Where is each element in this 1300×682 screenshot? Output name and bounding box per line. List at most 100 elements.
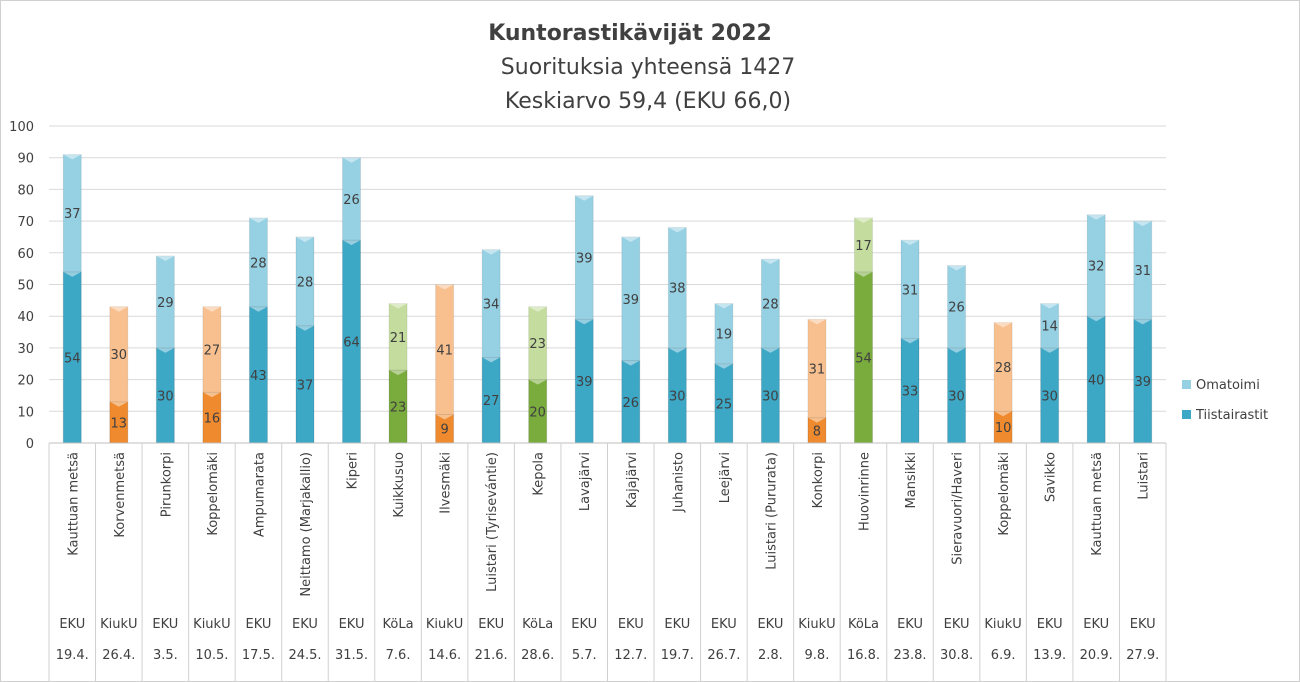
y-tick-label: 20 [17,374,34,389]
bar-omatoimi [528,306,548,381]
data-label: 40 [1088,374,1105,389]
bar-top-bevel [1040,303,1059,309]
data-label: 27 [483,394,500,409]
x-date-label: 23.8. [893,648,926,663]
y-tick-label: 60 [17,247,34,262]
x-club-label: KiukU [193,617,230,632]
data-label: 39 [576,375,593,390]
bar-omatoimi [760,258,780,349]
bar-top-bevel [575,195,594,201]
y-tick-label: 50 [17,279,34,294]
bar-top-bevel [947,265,966,271]
bar-top-bevel [109,306,128,312]
bar-top-bevel [389,303,408,309]
x-date-label: 12.7. [614,648,647,663]
data-label: 21 [390,331,407,346]
x-category-label: Huovinrinne [857,452,872,531]
x-club-label: KiukU [984,617,1021,632]
x-date-label: 2.8. [758,648,783,663]
x-category-label: Kauttuan metsä [66,452,81,556]
x-category-label: Luistari [1137,452,1152,500]
data-label: 30 [669,389,686,404]
data-label: 23 [529,337,546,352]
y-tick-label: 30 [17,342,34,357]
bar-top-bevel [482,249,501,255]
x-date-label: 30.8. [940,648,973,663]
x-category-label: Juhanisto [671,452,686,513]
legend-label-omatoimi: Omatoimi [1196,378,1260,393]
bar-top-bevel [435,284,454,290]
bar-omatoimi [1086,214,1106,317]
x-category-label: Pirunkorpi [159,452,174,517]
x-category-label: Kuikkusuo [392,452,407,518]
x-category-label: Konkorpi [811,452,826,508]
data-label: 16 [204,412,221,427]
bar-omatoimi [621,236,641,362]
bar-top-bevel [63,271,82,277]
chart-subtitle-total: Suorituksia yhteensä 1427 [501,55,795,80]
x-category-label: Koppelomäki [206,452,221,536]
x-club-label: EKU [897,617,923,632]
data-label: 39 [1134,375,1151,390]
x-club-label: KiukU [798,617,835,632]
x-date-label: 9.8. [805,648,830,663]
bar-top-bevel [249,306,268,312]
data-label: 28 [250,256,267,271]
data-label: 39 [576,252,593,267]
bar-top-bevel [714,363,733,369]
bar-omatoimi [1133,220,1153,320]
x-category-label: Luistari (Tyrisevántie) [485,452,500,592]
bar-top-bevel [994,322,1013,328]
x-club-label: EKU [1037,617,1063,632]
bar-top-bevel [528,306,547,312]
data-label: 20 [529,405,546,420]
data-label: 37 [297,378,314,393]
y-tick-label: 0 [26,437,34,452]
bar-top-bevel [901,240,920,246]
bar-omatoimi [714,303,734,365]
x-category-label: Korvenmetsä [113,452,128,538]
data-label: 13 [111,416,128,431]
x-club-label: EKU [478,617,504,632]
bar-omatoimi [109,306,129,403]
bar-omatoimi [900,239,920,339]
bar-omatoimi [1040,303,1060,349]
data-label: 28 [995,361,1012,376]
bar-top-bevel [807,417,826,423]
x-club-label: EKU [245,617,271,632]
data-label: 26 [948,301,965,316]
bar-top-bevel [1087,214,1106,220]
bar-top-bevel [668,347,687,353]
x-date-label: 3.5. [153,648,178,663]
bar-top-bevel [668,227,687,233]
bar-top-bevel [249,217,268,223]
bar-omatoimi [155,255,175,349]
bar-omatoimi [993,322,1013,412]
bar-top-bevel [435,414,454,420]
x-date-label: 7.6. [386,648,411,663]
x-date-label: 6.9. [991,648,1016,663]
y-tick-label: 90 [17,152,34,167]
x-club-label: EKU [664,617,690,632]
x-category-label: Lavajärvi [578,452,593,511]
bar-top-bevel [575,319,594,325]
bar-top-bevel [482,357,501,363]
data-label: 30 [111,348,128,363]
bar-omatoimi [62,154,82,273]
data-label: 30 [948,389,965,404]
x-date-label: 27.9. [1126,648,1159,663]
bar-top-bevel [854,217,873,223]
data-label: 28 [762,298,779,313]
x-date-label: 19.7. [661,648,694,663]
bar-omatoimi [388,303,408,371]
data-label: 38 [669,282,686,297]
x-club-label: EKU [1083,617,1109,632]
bar-top-bevel [63,154,82,160]
bar-omatoimi [202,306,222,393]
x-club-label: KöLa [522,617,553,632]
data-label: 30 [1041,389,1058,404]
data-label: 31 [902,283,919,298]
data-label: 14 [1041,320,1058,335]
y-tick-label: 70 [17,215,34,230]
